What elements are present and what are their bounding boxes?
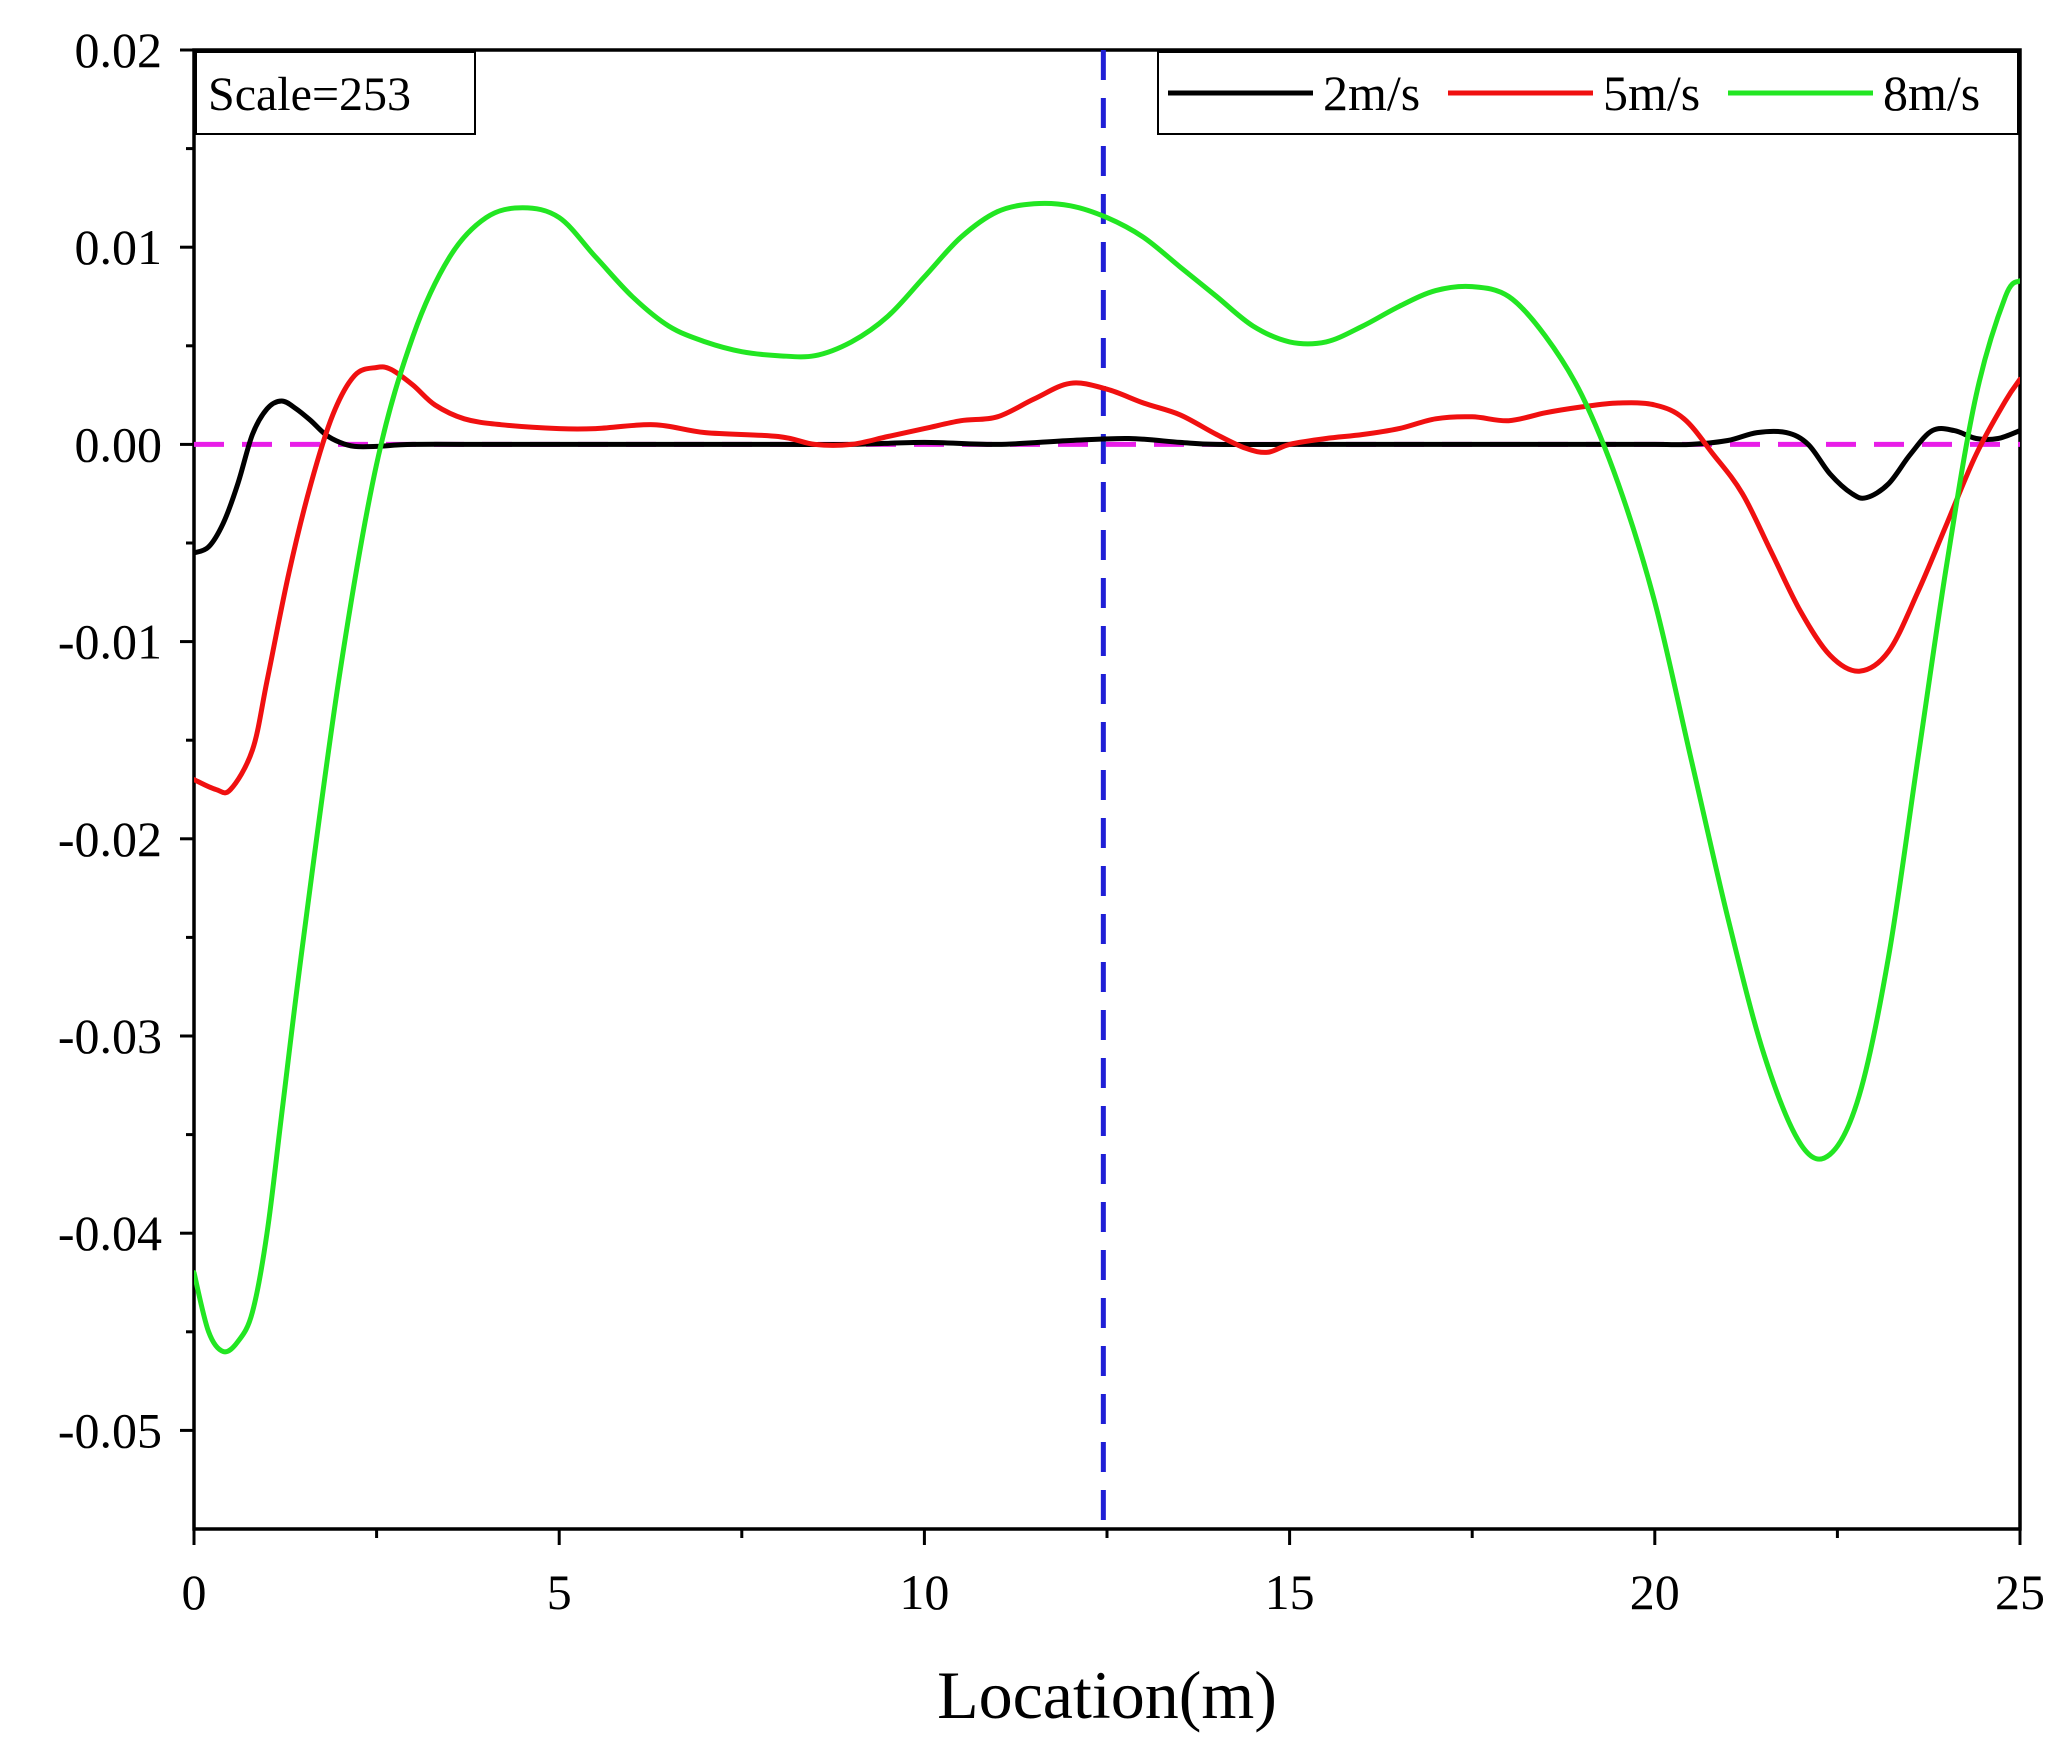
- series-line-2: [194, 364, 2020, 796]
- scale-annotation-box: [195, 51, 476, 135]
- axis-ticks: [180, 48, 2022, 1545]
- legend: 2m/s 5m/s 8m/s: [1157, 51, 2019, 135]
- x-tick-label: 0: [182, 1564, 207, 1620]
- x-tick-label: 25: [1995, 1564, 2045, 1620]
- y-tick-label: -0.03: [58, 1008, 162, 1064]
- axis-tick-labels: 0 5 10 15 20 25 0.02 0.01 0.00 -0.01 -0.02 -0.03 -0.…: [58, 22, 2045, 1620]
- x-tick-label: 15: [1265, 1564, 1315, 1620]
- y-tick-label: 0.00: [75, 416, 163, 472]
- x-tick-label: 10: [899, 1564, 949, 1620]
- reference-lines: [194, 50, 2020, 1529]
- series-line-3: [194, 200, 2020, 1355]
- legend-label: 2m/s: [1323, 65, 1420, 121]
- y-tick-label: -0.04: [58, 1205, 162, 1261]
- x-tick-label: 20: [1630, 1564, 1680, 1620]
- series-lines: [194, 200, 2020, 1355]
- series-line-1: [194, 398, 2020, 556]
- y-tick-label: 0.01: [75, 219, 163, 275]
- x-tick-label: 5: [547, 1564, 572, 1620]
- plot-frame: [192, 48, 2022, 1531]
- legend-label: 5m/s: [1603, 65, 1700, 121]
- y-tick-label: 0.02: [75, 22, 163, 78]
- y-tick-label: -0.05: [58, 1402, 162, 1458]
- y-tick-label: -0.02: [58, 811, 162, 867]
- legend-label: 8m/s: [1883, 65, 1980, 121]
- scale-annotation-text: Scale=253: [208, 68, 411, 121]
- x-axis-label: Location(m): [937, 1657, 1277, 1733]
- y-tick-label: -0.01: [58, 614, 162, 670]
- scale-annotation: Scale=253: [195, 51, 476, 135]
